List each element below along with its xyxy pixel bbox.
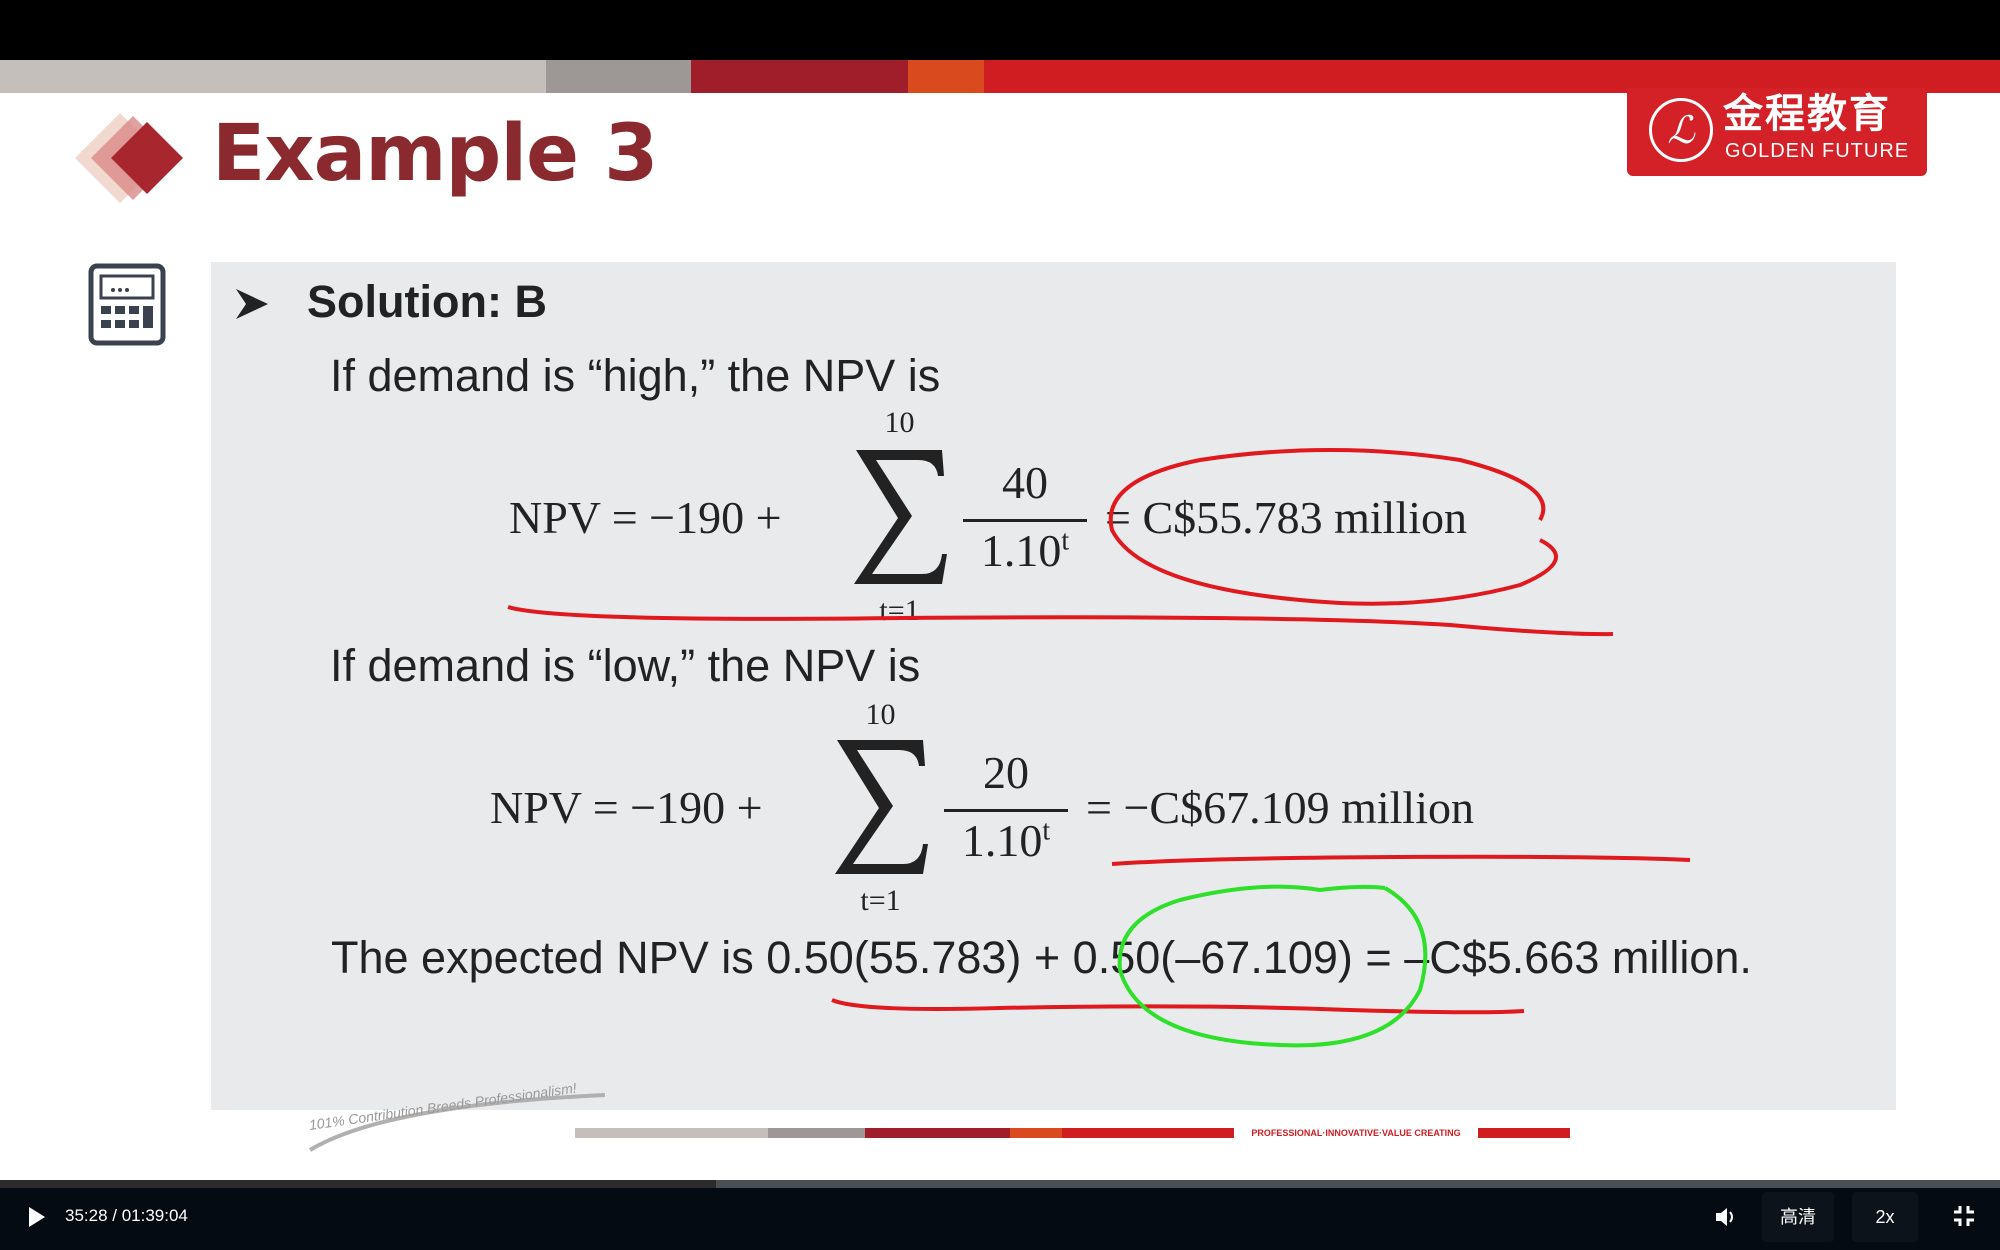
eq-high-upper: 10 <box>884 406 915 439</box>
eq-low-lhs: NPV = −190 + <box>490 782 763 833</box>
red-circle-annotation <box>1108 448 1558 606</box>
eq-high-lhs: NPV = −190 + <box>509 492 782 543</box>
progress-bar[interactable] <box>0 1180 2000 1188</box>
eq-low-rhs: = −C$67.109 million <box>1086 782 1474 833</box>
arrow-bullet-icon <box>236 289 268 319</box>
expected-npv-line: The expected NPV is 0.50(55.783) + 0.50(… <box>331 932 1752 983</box>
header-stripe <box>0 60 2000 93</box>
calculator-icon <box>88 263 166 346</box>
diamond-logo-icon <box>75 113 183 203</box>
footer-tagline: PROFESSIONAL·INNOVATIVE·VALUE CREATING <box>1251 1128 1461 1138</box>
eq-low-denominator: 1.10 <box>961 815 1043 866</box>
progress-bar-fill <box>0 1180 716 1188</box>
top-letterbox <box>0 0 2000 60</box>
eq-low-numerator: 20 <box>983 747 1029 798</box>
seal-icon: ℒ <box>1649 98 1713 162</box>
sigma-icon <box>854 450 947 584</box>
eq-high-denominator: 1.10 <box>980 525 1062 576</box>
line-low-demand: If demand is “low,” the NPV is <box>330 640 921 691</box>
green-circle-annotation <box>1117 884 1428 1048</box>
eq-high-rhs: = C$55.783 million <box>1105 492 1468 543</box>
eq-high-lower: t=1 <box>879 594 920 627</box>
eq-low-lower: t=1 <box>860 884 901 917</box>
red-underline-2 <box>1111 854 1691 866</box>
logo-cn: 金程教育 <box>1723 92 1891 136</box>
time-display: 35:28 / 01:39:04 <box>65 1206 188 1225</box>
logo-en: GOLDEN FUTURE <box>1725 140 1910 162</box>
fullscreen-icon[interactable] <box>1953 1205 1975 1227</box>
line-high-demand: If demand is “high,” the NPV is <box>330 350 941 401</box>
solution-heading: Solution: B <box>307 276 547 327</box>
sigma-icon <box>835 740 928 874</box>
red-underline-1 <box>507 605 1614 637</box>
eq-low-exp: t <box>1042 815 1051 847</box>
fraction-line <box>944 809 1068 812</box>
eq-low-upper: 10 <box>865 698 896 731</box>
volume-icon[interactable] <box>1714 1206 1738 1228</box>
eq-high-numerator: 40 <box>1002 457 1048 508</box>
slide-title: Example 3 <box>212 109 658 199</box>
red-underline-3 <box>831 998 1525 1015</box>
footer-swoosh <box>308 1093 606 1152</box>
eq-high-exp: t <box>1061 525 1070 557</box>
content-panel <box>211 262 1896 1110</box>
speed-button[interactable]: 2x <box>1852 1192 1918 1242</box>
play-icon[interactable] <box>27 1206 47 1228</box>
footer-stripe: PROFESSIONAL·INNOVATIVE·VALUE CREATING <box>575 1128 1570 1138</box>
golden-future-logo: ℒ 金程教育 GOLDEN FUTURE <box>1627 88 1927 176</box>
fraction-line <box>963 519 1087 522</box>
quality-button[interactable]: 高清 <box>1762 1192 1834 1242</box>
video-control-bar <box>0 1180 2000 1250</box>
